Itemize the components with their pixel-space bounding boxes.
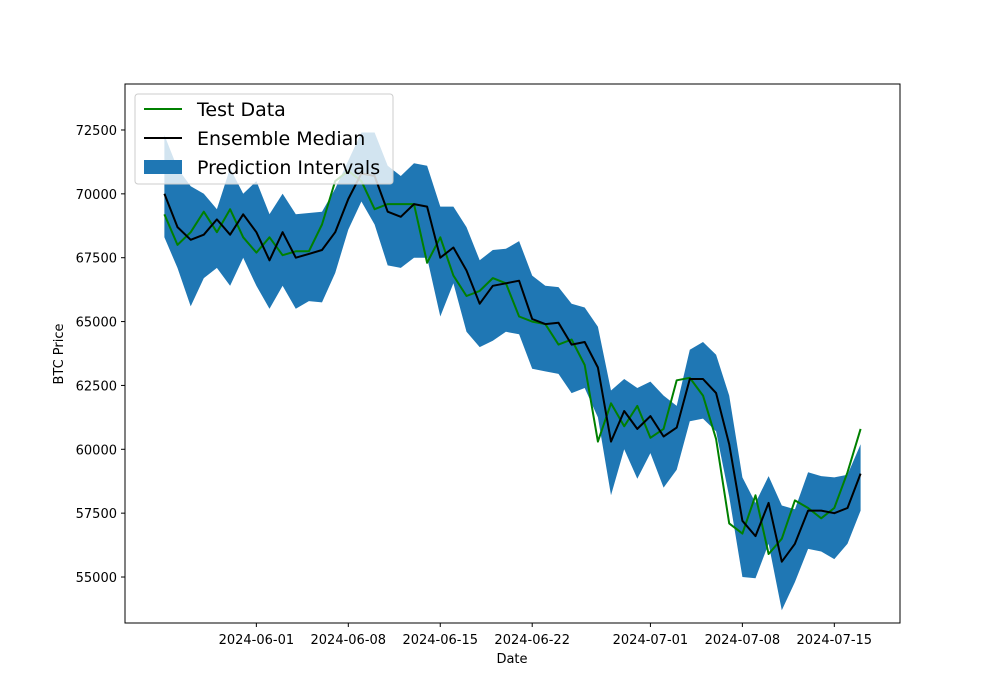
plot-frame — [124, 83, 901, 624]
x-tick-label: 2024-06-08 — [311, 633, 387, 648]
x-axis-label: Date — [496, 652, 527, 667]
plot-content — [163, 132, 862, 611]
y-axis: 55000 57500 60000 62500 65000 67500 70000 72500 — [76, 124, 125, 586]
y-tick-label: 65000 — [76, 316, 117, 331]
y-tick-label: 57500 — [76, 507, 117, 522]
y-tick-label: 62500 — [76, 379, 117, 394]
series-line-ensemble-median — [163, 172, 862, 563]
legend-label-test-data: Test Data — [196, 99, 286, 121]
x-tick-label: 2024-07-08 — [705, 633, 781, 648]
y-axis-label: BTC Price — [52, 323, 67, 384]
legend-label-prediction-intervals: Prediction Intervals — [197, 157, 380, 179]
x-tick-label: 2024-06-01 — [219, 633, 295, 648]
y-tick-label: 67500 — [76, 252, 117, 267]
x-tick-label: 2024-07-01 — [613, 633, 689, 648]
y-tick-label: 55000 — [76, 571, 117, 586]
x-tick-label: 2024-06-22 — [494, 633, 570, 648]
prediction-interval-band — [164, 132, 861, 611]
legend-label-ensemble-median: Ensemble Median — [197, 128, 365, 150]
x-tick-label: 2024-07-15 — [797, 633, 873, 648]
y-tick-label: 72500 — [76, 124, 117, 139]
legend-box — [134, 93, 394, 185]
x-tick-label: 2024-06-15 — [402, 633, 478, 648]
x-axis: 2024-06-01 2024-06-08 2024-06-15 2024-06-22… — [219, 623, 873, 648]
y-tick-label: 70000 — [76, 188, 117, 203]
series-line-test-data — [163, 169, 862, 555]
y-tick-label: 60000 — [76, 443, 117, 458]
legend-swatch-prediction-intervals — [144, 160, 182, 174]
legend: Test Data Ensemble Median Prediction Int… — [134, 93, 394, 185]
